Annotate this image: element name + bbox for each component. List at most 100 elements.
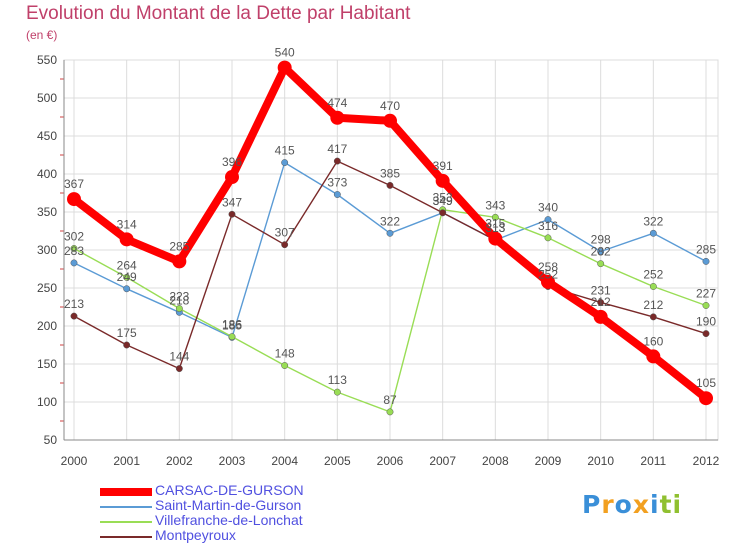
data-point-villefranche-de-lonchat bbox=[228, 333, 236, 341]
data-label-carsac-de-gurson: 396 bbox=[222, 155, 242, 169]
data-point-villefranche-de-lonchat bbox=[386, 408, 394, 416]
data-label-montpeyroux: 347 bbox=[222, 195, 242, 209]
data-label-villefranche-de-lonchat: 87 bbox=[383, 393, 397, 407]
data-point-villefranche-de-lonchat bbox=[123, 273, 131, 281]
data-label-carsac-de-gurson: 391 bbox=[433, 159, 453, 173]
data-label-villefranche-de-lonchat: 343 bbox=[485, 198, 505, 212]
data-point-carsac-de-gurson bbox=[541, 274, 555, 289]
logo-letter: t bbox=[659, 490, 673, 519]
data-point-carsac-de-gurson bbox=[172, 254, 187, 269]
data-point-saint-martin-de-gurson bbox=[333, 191, 341, 198]
data-point-villefranche-de-lonchat bbox=[333, 388, 341, 396]
logo-letter: x bbox=[632, 490, 650, 519]
x-tick-label: 2002 bbox=[166, 454, 193, 468]
data-label-montpeyroux: 313 bbox=[485, 221, 505, 235]
data-point-carsac-de-gurson bbox=[330, 110, 345, 125]
x-tick-label: 2005 bbox=[324, 454, 351, 468]
data-point-saint-martin-de-gurson bbox=[702, 257, 710, 265]
data-label-saint-martin-de-gurson: 340 bbox=[538, 201, 558, 215]
data-label-montpeyroux: 231 bbox=[591, 283, 611, 297]
data-point-carsac-de-gurson bbox=[383, 113, 397, 128]
data-point-montpeyroux bbox=[333, 157, 341, 165]
legend-label-montpeyroux: Montpeyroux bbox=[155, 527, 236, 543]
data-label-montpeyroux: 307 bbox=[275, 226, 295, 240]
data-point-carsac-de-gurson bbox=[119, 232, 134, 247]
data-point-montpeyroux bbox=[597, 298, 605, 306]
data-label-montpeyroux: 190 bbox=[696, 315, 716, 329]
y-tick-label: 250 bbox=[37, 281, 57, 295]
x-tick-label: 2007 bbox=[429, 454, 456, 468]
data-label-montpeyroux: 212 bbox=[643, 298, 663, 312]
legend-swatch-saint-martin-de-gurson bbox=[100, 506, 152, 508]
data-label-villefranche-de-lonchat: 302 bbox=[64, 229, 84, 243]
data-label-carsac-de-gurson: 212 bbox=[591, 295, 611, 309]
data-label-villefranche-de-lonchat: 353 bbox=[433, 191, 453, 205]
data-label-villefranche-de-lonchat: 148 bbox=[275, 347, 295, 361]
data-point-villefranche-de-lonchat bbox=[175, 305, 183, 312]
x-tick-label: 2001 bbox=[113, 454, 140, 468]
data-label-carsac-de-gurson: 160 bbox=[643, 334, 663, 348]
data-label-saint-martin-de-gurson: 283 bbox=[64, 244, 84, 258]
data-label-montpeyroux: 385 bbox=[380, 166, 400, 180]
data-label-carsac-de-gurson: 367 bbox=[64, 177, 84, 191]
data-point-montpeyroux bbox=[175, 365, 183, 373]
data-label-villefranche-de-lonchat: 282 bbox=[591, 245, 611, 259]
data-label-carsac-de-gurson: 258 bbox=[538, 260, 558, 274]
data-label-montpeyroux: 417 bbox=[327, 142, 347, 156]
y-tick-label: 50 bbox=[44, 433, 58, 447]
data-label-montpeyroux: 252 bbox=[538, 267, 558, 281]
axes: 50 100 150 200 250 300 350 400 450 500 550 2000 2001… bbox=[37, 53, 720, 468]
y-axis-unit-label: (en €) bbox=[26, 28, 58, 42]
chart-title: Evolution du Montant de la Dette par Hab… bbox=[26, 3, 411, 24]
y-tick-label: 500 bbox=[37, 91, 57, 105]
data-label-carsac-de-gurson: 315 bbox=[485, 217, 505, 231]
x-tick-label: 2010 bbox=[587, 454, 614, 468]
legend-label-villefranche-de-lonchat: Villefranche-de-Lonchat bbox=[155, 512, 303, 528]
data-label-villefranche-de-lonchat: 316 bbox=[538, 219, 558, 233]
data-label-montpeyroux: 213 bbox=[64, 297, 84, 311]
data-point-montpeyroux bbox=[123, 341, 131, 349]
data-label-saint-martin-de-gurson: 313 bbox=[485, 221, 505, 235]
data-point-montpeyroux bbox=[228, 210, 236, 218]
logo-letter: i bbox=[650, 490, 660, 519]
x-tick-label: 2006 bbox=[377, 454, 404, 468]
data-point-villefranche-de-lonchat bbox=[70, 245, 78, 252]
y-tick-label: 350 bbox=[37, 205, 57, 219]
data-point-saint-martin-de-gurson bbox=[70, 259, 78, 267]
series-layer bbox=[67, 60, 713, 416]
y-tick-label: 450 bbox=[37, 129, 57, 143]
data-label-saint-martin-de-gurson: 322 bbox=[380, 214, 400, 228]
data-point-carsac-de-gurson bbox=[488, 231, 503, 246]
data-label-saint-martin-de-gurson: 298 bbox=[591, 233, 611, 247]
legend-label-carsac-de-gurson: CARSAC-DE-GURSON bbox=[155, 482, 304, 498]
x-tick-label: 2012 bbox=[693, 454, 720, 468]
data-label-villefranche-de-lonchat: 113 bbox=[328, 373, 347, 387]
data-point-carsac-de-gurson bbox=[646, 349, 661, 364]
x-tick-label: 2004 bbox=[271, 454, 298, 468]
logo-letter: P bbox=[582, 490, 602, 519]
y-tick-label: 200 bbox=[37, 319, 57, 333]
x-tick-label: 2011 bbox=[640, 454, 666, 468]
data-point-montpeyroux bbox=[281, 241, 289, 249]
data-label-saint-martin-de-gurson: 373 bbox=[327, 176, 347, 190]
data-label-saint-martin-de-gurson: 285 bbox=[696, 242, 716, 256]
data-point-saint-martin-de-gurson bbox=[649, 229, 657, 237]
y-tick-label: 400 bbox=[37, 167, 57, 181]
data-label-carsac-de-gurson: 314 bbox=[117, 217, 137, 231]
data-label-villefranche-de-lonchat: 227 bbox=[696, 286, 716, 300]
data-label-saint-martin-de-gurson: 322 bbox=[643, 214, 663, 228]
data-label-saint-martin-de-gurson: 185 bbox=[222, 318, 242, 332]
data-label-carsac-de-gurson: 474 bbox=[327, 96, 347, 110]
data-point-montpeyroux bbox=[702, 330, 710, 338]
legend-swatch-montpeyroux bbox=[100, 536, 152, 538]
y-tick-label: 300 bbox=[37, 243, 57, 257]
x-tick-label: 2003 bbox=[219, 454, 246, 468]
data-label-saint-martin-de-gurson: 218 bbox=[169, 293, 189, 307]
y-tick-label: 550 bbox=[37, 53, 57, 67]
data-labels-layer: 283 249 218 185 415 373 322 349 313 340 298 322 285 3… bbox=[64, 46, 716, 407]
data-point-carsac-de-gurson bbox=[67, 192, 81, 207]
data-label-villefranche-de-lonchat: 186 bbox=[222, 318, 242, 332]
y-tick-label: 100 bbox=[37, 395, 57, 409]
